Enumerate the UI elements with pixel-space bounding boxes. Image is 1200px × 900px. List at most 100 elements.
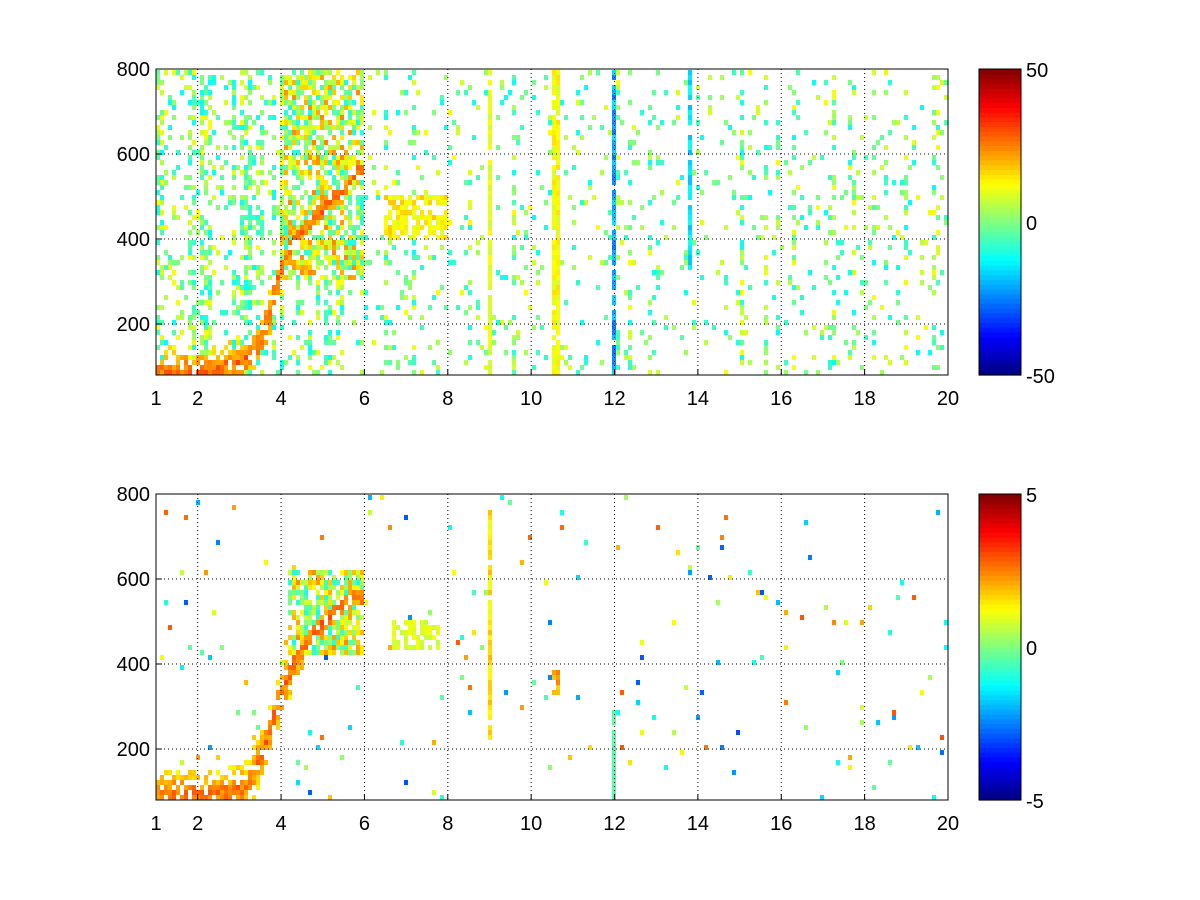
heatmap-cell xyxy=(440,695,444,700)
heatmap-cell xyxy=(252,160,256,165)
heatmap-cell xyxy=(932,335,936,340)
heatmap-cell xyxy=(240,355,244,360)
heatmap-cell xyxy=(924,325,928,330)
heatmap-cell xyxy=(292,270,296,275)
heatmap-cell xyxy=(204,250,208,255)
heatmap-cell xyxy=(596,285,600,290)
heatmap-cell xyxy=(300,625,304,630)
heatmap-cell xyxy=(172,105,176,110)
heatmap-cell xyxy=(408,210,412,215)
heatmap-cell xyxy=(328,245,332,250)
colorbar-segment xyxy=(979,317,1021,324)
heatmap-cell xyxy=(512,370,516,375)
heatmap-cell xyxy=(688,90,692,95)
heatmap-cell xyxy=(792,235,796,240)
heatmap-cell xyxy=(680,175,684,180)
heatmap-cell xyxy=(468,245,472,250)
heatmap-cell xyxy=(324,585,328,590)
heatmap-cell xyxy=(260,755,264,760)
heatmap-cell xyxy=(552,70,556,75)
heatmap-cell xyxy=(352,180,356,185)
heatmap-cell xyxy=(156,790,160,795)
heatmap-cell xyxy=(628,100,632,105)
heatmap-cell xyxy=(396,195,400,200)
heatmap-cell xyxy=(320,180,324,185)
heatmap-cell xyxy=(220,280,224,285)
heatmap-cell xyxy=(352,650,356,655)
heatmap-cell xyxy=(688,80,692,85)
heatmap-cell xyxy=(184,295,188,300)
heatmap-cell xyxy=(240,285,244,290)
colorbar-segment xyxy=(979,207,1021,214)
heatmap-cell xyxy=(616,545,620,550)
heatmap-cell xyxy=(160,90,164,95)
heatmap-cell xyxy=(904,190,908,195)
colorbar-segment xyxy=(979,303,1021,309)
heatmap-cell xyxy=(768,190,772,195)
heatmap-cell xyxy=(456,130,460,135)
heatmap-cell xyxy=(564,360,568,365)
heatmap-cell xyxy=(300,170,304,175)
heatmap-cell xyxy=(312,90,316,95)
heatmap-cell xyxy=(304,245,308,250)
colorbar-segment xyxy=(979,627,1021,634)
heatmap-cell xyxy=(796,220,800,225)
heatmap-cell xyxy=(612,170,616,175)
heatmap-cell xyxy=(200,240,204,245)
heatmap-cell xyxy=(488,70,492,75)
heatmap-cell xyxy=(308,110,312,115)
heatmap-cell xyxy=(324,160,328,165)
heatmap-cell xyxy=(468,280,472,285)
heatmap-cell xyxy=(324,90,328,95)
colorbar-segment xyxy=(979,274,1021,280)
colorbar-segment xyxy=(979,188,1021,194)
heatmap-cell xyxy=(260,370,264,375)
heatmap-cell xyxy=(616,105,620,110)
heatmap-cell xyxy=(344,645,348,650)
heatmap-cell xyxy=(736,300,740,305)
heatmap-cell xyxy=(200,160,204,165)
heatmap-cell xyxy=(832,265,836,270)
heatmap-cell xyxy=(488,610,492,615)
heatmap-cell xyxy=(920,280,924,285)
heatmap-cell xyxy=(556,305,560,310)
colorbar-segment xyxy=(979,222,1021,228)
heatmap-cell xyxy=(552,205,556,210)
heatmap-cell xyxy=(308,275,312,280)
heatmap-cell xyxy=(416,205,420,210)
heatmap-cell xyxy=(360,210,364,215)
heatmap-cell xyxy=(308,570,312,575)
heatmap-cell xyxy=(348,155,352,160)
heatmap-cell xyxy=(488,185,492,190)
heatmap-cell xyxy=(512,245,516,250)
heatmap-cell xyxy=(320,535,324,540)
heatmap-cell xyxy=(292,665,296,670)
heatmap-cell xyxy=(552,215,556,220)
heatmap-cell xyxy=(348,615,352,620)
heatmap-cell xyxy=(872,330,876,335)
colorbar-segment xyxy=(979,623,1021,629)
heatmap-cell xyxy=(612,180,616,185)
heatmap-cell xyxy=(808,210,812,215)
heatmap-cell xyxy=(860,620,864,625)
heatmap-cell xyxy=(940,270,944,275)
heatmap-cell xyxy=(740,130,744,135)
heatmap-cell xyxy=(832,75,836,80)
heatmap-cell xyxy=(188,320,192,325)
heatmap-cell xyxy=(156,370,160,375)
heatmap-cell xyxy=(192,255,196,260)
heatmap-cell xyxy=(164,70,168,75)
heatmap-cell xyxy=(316,245,320,250)
heatmap-cell xyxy=(732,130,736,135)
heatmap-cell xyxy=(248,285,252,290)
x-tick-label: 20 xyxy=(937,813,959,835)
heatmap-cell xyxy=(304,190,308,195)
heatmap-cell xyxy=(232,80,236,85)
heatmap-cell xyxy=(488,730,492,735)
heatmap-cell xyxy=(260,215,264,220)
heatmap-cell xyxy=(384,75,388,80)
heatmap-cell xyxy=(272,215,276,220)
heatmap-cell xyxy=(432,110,436,115)
